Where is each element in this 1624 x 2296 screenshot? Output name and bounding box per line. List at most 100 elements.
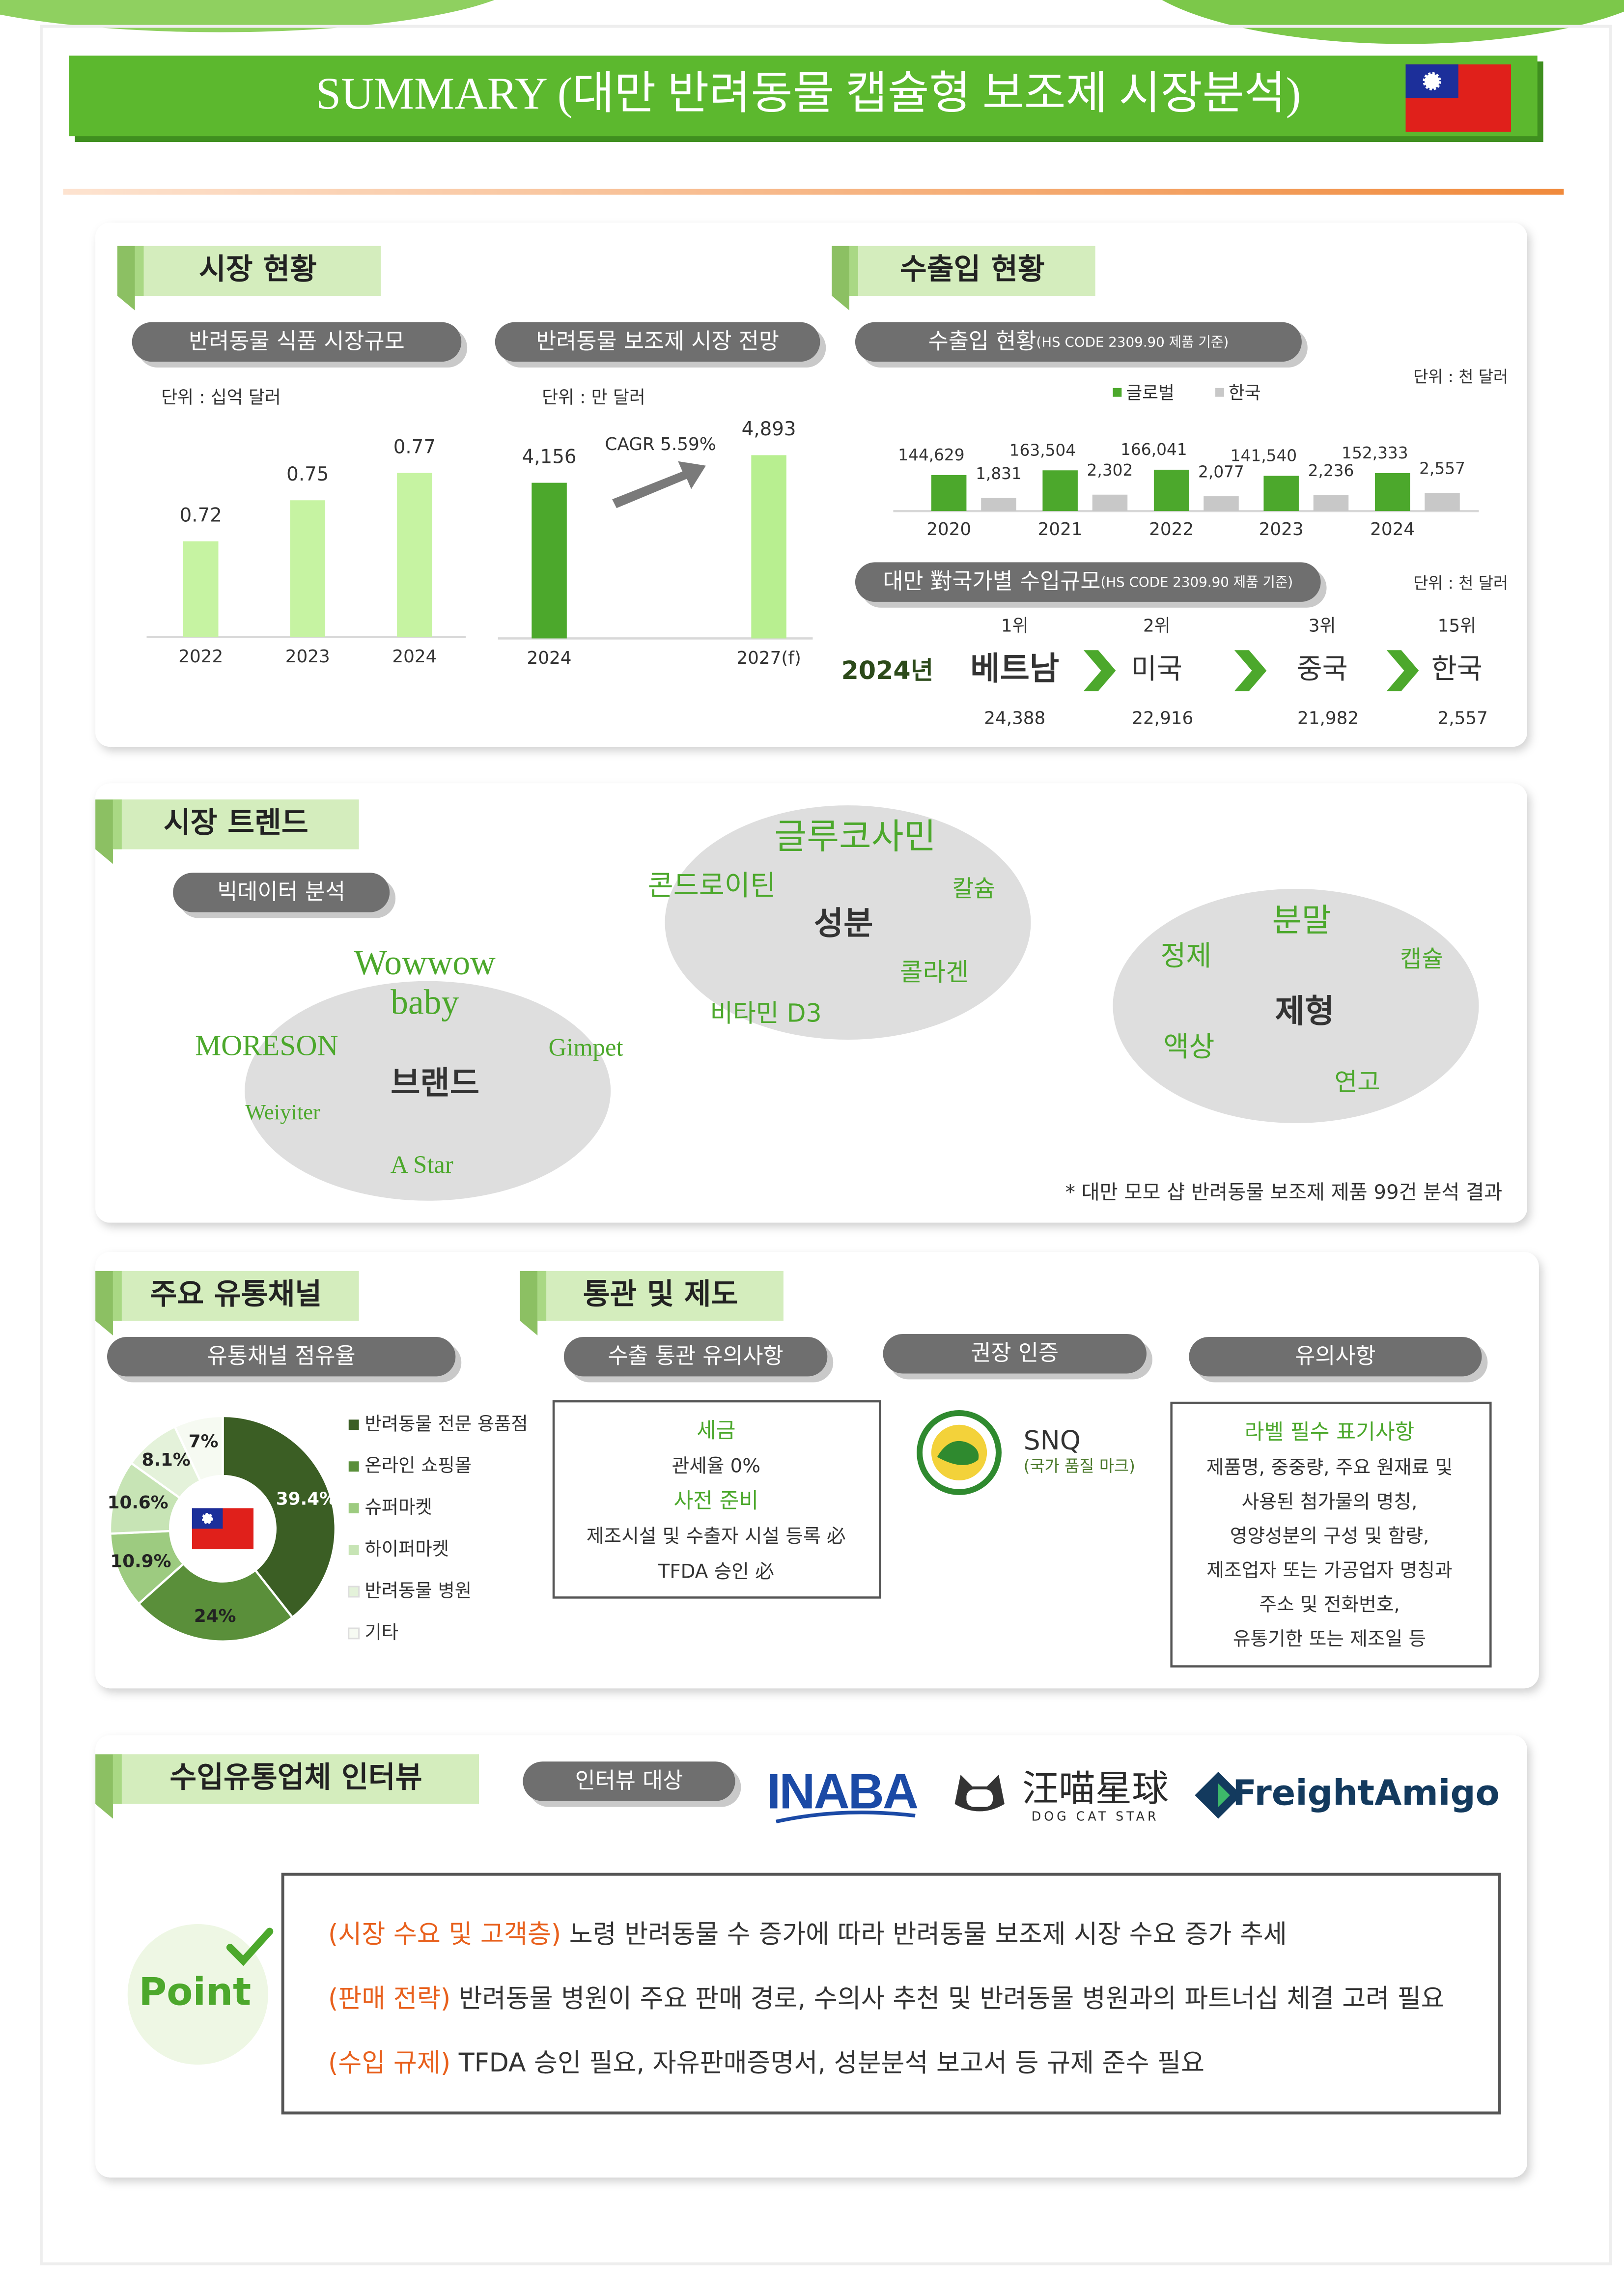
value-label: 141,540 (1231, 447, 1297, 465)
pill-text: (HS CODE 2309.90 제품 기준) (1036, 334, 1229, 350)
pill-label: 반려동물 식품 시장규모 (189, 328, 405, 354)
unit: 단위 : 만 달러 (542, 388, 645, 408)
legend-swatch (1215, 388, 1224, 397)
pill-label: 유의사항 (1295, 1343, 1375, 1369)
x-tick-label: 2022 (178, 647, 223, 667)
label-line: 유통기한 또는 제조일 등 (1233, 1628, 1426, 1650)
label-line: 제조업자 또는 가공업자 명칭과 (1206, 1559, 1452, 1582)
pill-text: 빅데이터 분석 (217, 879, 345, 905)
x-tick-label: 2027(f) (736, 648, 801, 668)
cloud-word: 정제 (1160, 940, 1211, 972)
value-label: 2,236 (1308, 461, 1354, 480)
cloud-word: Wowwow baby (354, 943, 496, 1021)
point-line: (판매 전략) 반려동물 병원이 주요 판매 경로, 수의사 추천 및 반려동물… (328, 1984, 1445, 2013)
cloud-word: 캡슐 (1400, 946, 1443, 973)
cloud-word: 분말 (1272, 902, 1332, 939)
value-label: 7% (189, 1431, 219, 1451)
heading-tab (112, 799, 122, 850)
cloud-word: 콜라겐 (900, 958, 969, 987)
rank: 2위 (1143, 616, 1171, 636)
pill-label: 빅데이터 분석 (217, 879, 345, 905)
x-tick-label: 2023 (285, 647, 330, 667)
bar (1092, 494, 1128, 511)
cloud-word: A Star (391, 1151, 453, 1178)
bar (183, 541, 219, 637)
pill-text: 반려동물 식품 시장규모 (189, 328, 405, 354)
point-text: 반려동물 병원이 주요 판매 경로, 수의사 추천 및 반려동물 병원과의 파트… (450, 1984, 1444, 2013)
word-cloud (245, 981, 611, 1201)
cloud-word-line: Wowwow (354, 943, 496, 982)
cloud-center: 성분 (814, 905, 873, 942)
pill-label: 수출 통관 유의사항 (608, 1343, 783, 1369)
cloud-word: Weiyiter (245, 1100, 320, 1124)
heading-fold (832, 246, 849, 311)
unit: 단위 : 십억 달러 (161, 388, 280, 408)
cloud-word: MORESON (195, 1029, 338, 1062)
country: 베트남 (970, 650, 1059, 687)
bar (1425, 493, 1460, 511)
value-label: 152,333 (1342, 444, 1408, 462)
bar (290, 500, 326, 637)
pill-label: 대만 對국가별 수입규모(HS CODE 2309.90 제품 기준) (883, 568, 1293, 594)
export-line: 세금 (697, 1418, 735, 1443)
unit: 단위 : 천 달러 (1413, 368, 1508, 386)
point-text: 노령 반려동물 수 증가에 따라 반려동물 보조제 시장 수요 증가 추세 (561, 1920, 1287, 1949)
point-tag: (시장 수요 및 고객층) (328, 1920, 561, 1949)
value-label: 39.4% (276, 1489, 337, 1509)
export-line: 관세율 0% (672, 1455, 760, 1477)
decor (0, 0, 495, 32)
logo-freight-icon-accent (1218, 1783, 1230, 1807)
legend-swatch (348, 1419, 359, 1430)
annotation: CAGR 5.59% (605, 434, 716, 454)
pill-label: 반려동물 보조제 시장 전망 (536, 328, 779, 354)
pill (855, 322, 1302, 362)
value-label: 24% (194, 1606, 236, 1626)
x-tick-label: 2020 (926, 519, 971, 539)
bar (981, 498, 1016, 511)
logo-wave (776, 1811, 916, 1824)
bar (1263, 476, 1299, 511)
pill-label: 인터뷰 대상 (575, 1768, 683, 1793)
cert-name: SNQ (1024, 1425, 1081, 1456)
pie-slice (137, 1562, 294, 1643)
x-tick-label: 2024 (1370, 519, 1415, 539)
cloud-word: Gimpet (549, 1033, 623, 1061)
heading-tab (537, 1271, 784, 1321)
pill (132, 322, 462, 362)
heading-tab (849, 246, 858, 296)
point-tag: (판매 전략) (328, 1984, 450, 2013)
value-label: 4,156 (522, 446, 577, 468)
heading: 통관 및 제도 (583, 1277, 738, 1311)
chevron (1083, 650, 1116, 691)
page-border (39, 25, 1612, 2266)
heading-tab (112, 1271, 359, 1321)
legend-label: 온라인 쇼핑몰 (365, 1454, 472, 1476)
cloud-word: 글루코사민 (774, 816, 936, 857)
logo-wangmiao: 汪喵星球 (1022, 1767, 1169, 1810)
pill-text: 반려동물 보조제 시장 전망 (536, 328, 779, 354)
word-cloud (665, 805, 1031, 1040)
import-value: 22,916 (1132, 708, 1193, 728)
x-tick-label: 2023 (1259, 519, 1304, 539)
legend-swatch (348, 1586, 360, 1598)
pill (855, 562, 1321, 602)
info-box (1170, 1401, 1492, 1668)
pill-label: 수출입 현황(HS CODE 2309.90 제품 기준) (928, 328, 1229, 354)
value-label: 4,893 (742, 418, 796, 440)
label-title: 라벨 필수 표기사항 (1245, 1420, 1414, 1445)
bar (931, 475, 967, 511)
value-label: 0.77 (393, 436, 436, 458)
cloud-word: 콘드로이틴 (648, 870, 776, 902)
bar (1042, 470, 1078, 511)
import-value: 21,982 (1297, 708, 1359, 728)
country: 중국 (1297, 653, 1348, 685)
pill-text: (HS CODE 2309.90 제품 기준) (1100, 574, 1293, 590)
legend-label: 반려동물 병원 (365, 1580, 472, 1601)
value-label: 10.9% (110, 1551, 171, 1571)
heading-tab (112, 1754, 122, 1804)
legend-label: 한국 (1229, 383, 1261, 403)
heading: 수출입 현황 (900, 253, 1045, 286)
export-line: TFDA 승인 必 (658, 1560, 774, 1583)
